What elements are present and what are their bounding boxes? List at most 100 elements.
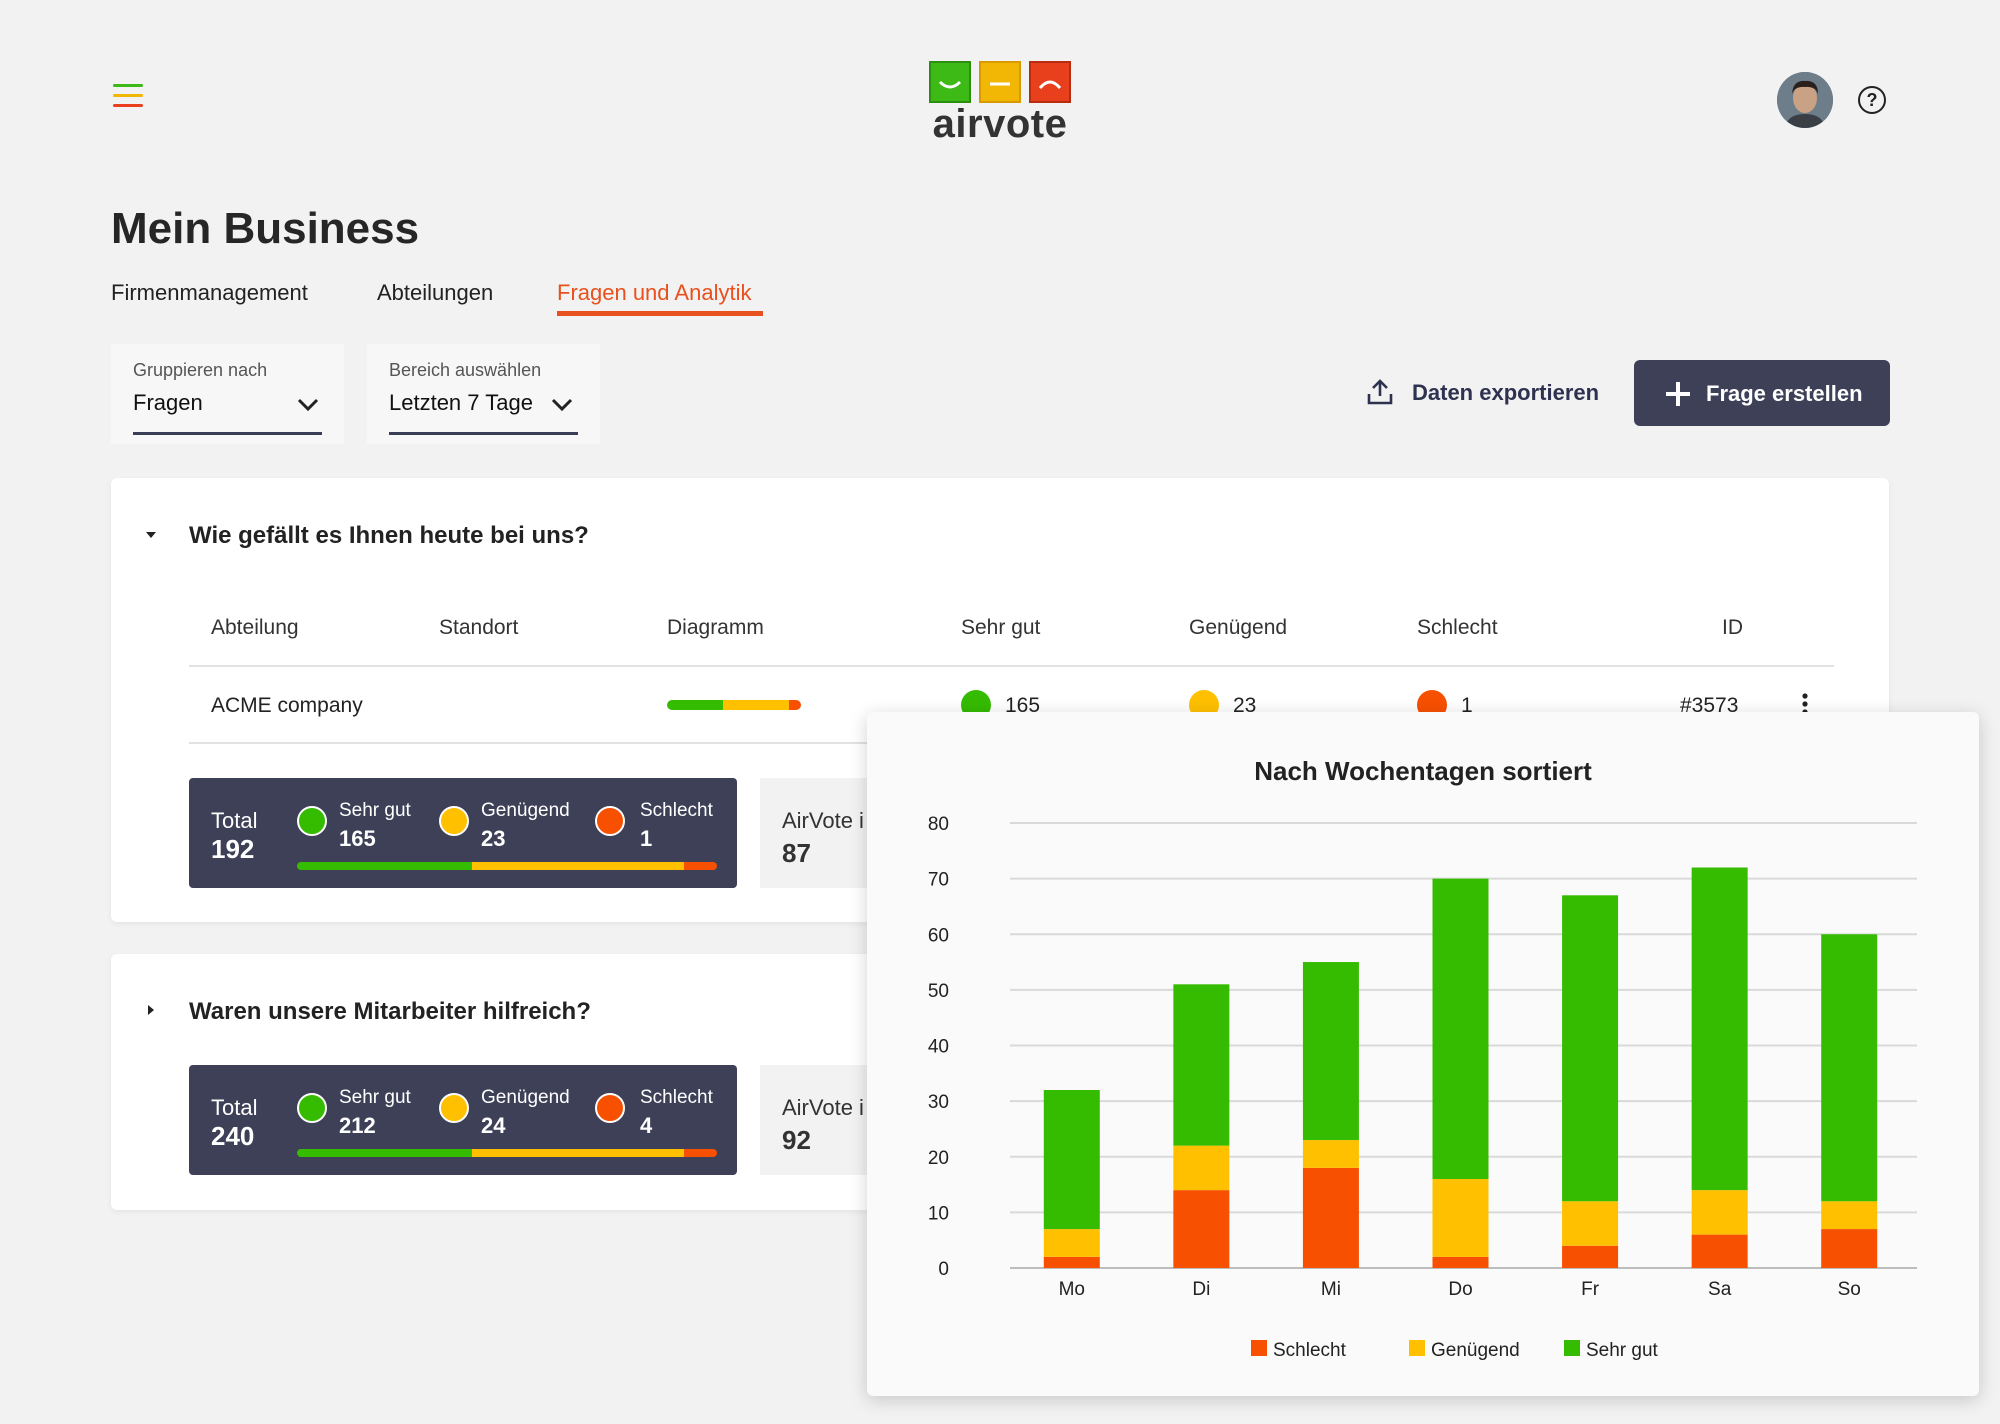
x-tick-label: Mo	[1059, 1279, 1085, 1300]
bar-segment	[1691, 1190, 1748, 1235]
active-tab-indicator	[557, 311, 763, 316]
help-icon[interactable]: ?	[1858, 86, 1886, 114]
x-tick-label: Fr	[1581, 1279, 1600, 1300]
question-title[interactable]: Waren unsere Mitarbeiter hilfreich?	[189, 998, 591, 1025]
brand-name: airvote	[932, 102, 1068, 146]
bar-segment	[1821, 934, 1878, 1202]
bar-segment	[1562, 895, 1619, 1202]
chevron-down-icon	[297, 398, 319, 412]
airvote-value: 92	[782, 1125, 811, 1155]
chart-title: Nach Wochentagen sortiert	[1254, 756, 1592, 786]
row-abteilung[interactable]: ACME company	[211, 694, 363, 717]
caret-right-icon[interactable]	[146, 1003, 156, 1017]
bar-segment	[1043, 1256, 1100, 1268]
y-tick-label: 80	[928, 814, 949, 835]
airvote-value: 87	[782, 838, 811, 868]
bar-segment	[1302, 962, 1359, 1141]
legend-label: Sehr gut	[1586, 1340, 1659, 1361]
tab-abteilungen[interactable]: Abteilungen	[377, 280, 494, 305]
group-by-label: Gruppieren nach	[133, 360, 268, 380]
good-label: Sehr gut	[339, 1087, 411, 1108]
bar-segment	[1043, 1090, 1100, 1230]
x-tick-label: Di	[1192, 1279, 1210, 1300]
logo-faces-icon	[929, 61, 1071, 103]
bad-label: Schlecht	[640, 1087, 713, 1108]
ok-value: 24	[481, 1113, 506, 1138]
y-tick-label: 20	[928, 1148, 949, 1169]
user-avatar-icon	[1777, 72, 1833, 128]
export-label: Daten exportieren	[1412, 380, 1600, 405]
bar-segment	[1432, 1256, 1489, 1268]
bar-segment	[1302, 1140, 1359, 1168]
x-tick-label: Sa	[1708, 1279, 1732, 1300]
range-value: Letzten 7 Tage	[389, 390, 533, 415]
range-select[interactable]: Bereich auswählen Letzten 7 Tage	[367, 344, 600, 444]
good-value: 212	[339, 1113, 376, 1138]
legend-label: Schlecht	[1273, 1340, 1347, 1361]
neutral-face-icon	[439, 1093, 469, 1123]
y-tick-label: 0	[938, 1259, 949, 1280]
smile-face-icon	[297, 1093, 327, 1123]
bar-segment	[1432, 878, 1489, 1179]
plus-icon	[1666, 382, 1690, 406]
bad-value: 4	[640, 1113, 653, 1138]
group-by-select[interactable]: Gruppieren nach Fragen	[111, 344, 344, 444]
question-title[interactable]: Wie gefällt es Ihnen heute bei uns?	[189, 522, 589, 549]
bar-segment	[1691, 1234, 1748, 1268]
select-underline	[133, 432, 322, 435]
tab-firmenmanagement[interactable]: Firmenmanagement	[111, 280, 308, 305]
weekday-chart-card: Nach Wochentagen sortiert 0 10 20 30 40 50 60 7…	[867, 712, 1979, 1396]
bar-segment	[1562, 1201, 1619, 1246]
col-header-id[interactable]: ID	[1722, 616, 1743, 639]
col-header-sehr-gut[interactable]: Sehr gut	[961, 616, 1041, 639]
col-header-abteilung[interactable]: Abteilung	[211, 616, 299, 639]
y-tick-label: 50	[928, 981, 949, 1002]
tab-fragen-und-analytik[interactable]: Fragen und Analytik	[557, 280, 752, 305]
bar-segment	[1562, 1245, 1619, 1268]
col-header-standort[interactable]: Standort	[439, 616, 519, 639]
group-by-value: Fragen	[133, 390, 203, 415]
airvote-index-box: AirVote i 92	[760, 1065, 870, 1175]
bar-segment	[1173, 1190, 1230, 1268]
col-header-diagramm[interactable]: Diagramm	[667, 616, 764, 639]
airvote-label: AirVote i	[782, 808, 864, 833]
total-value: 192	[211, 834, 255, 864]
summary-panel: Total 240 Sehr gut 212 Genügend 24 Schle…	[189, 1065, 737, 1175]
caret-down-icon[interactable]	[144, 530, 158, 540]
col-header-genuegend[interactable]: Genügend	[1189, 616, 1288, 639]
stacked-bar-chart: 0 10 20 30 40 50 60 70 80 Mo Di Mi Do Fr Sa So Schlecht G…	[928, 814, 1917, 1361]
bar-segment	[1821, 1201, 1878, 1230]
airvote-label: AirVote i	[782, 1095, 864, 1120]
neutral-face-icon	[439, 806, 469, 836]
legend-swatch	[1564, 1340, 1580, 1356]
avatar[interactable]	[1777, 72, 1833, 128]
legend-label: Genügend	[1431, 1340, 1520, 1361]
ok-label: Genügend	[481, 1087, 570, 1108]
select-underline	[389, 432, 578, 435]
bar-segment	[1432, 1179, 1489, 1257]
ok-value: 23	[481, 826, 506, 851]
airvote-index-box: AirVote i 87	[760, 778, 870, 888]
page-title: Mein Business	[111, 204, 420, 253]
summary-progress-bar	[297, 862, 717, 870]
airvote-logo[interactable]: airvote	[928, 60, 1072, 146]
col-header-schlecht[interactable]: Schlecht	[1417, 616, 1498, 639]
sad-face-icon	[595, 806, 625, 836]
good-value: 165	[339, 826, 376, 851]
bar-segment	[1691, 867, 1748, 1191]
create-label: Frage erstellen	[1706, 381, 1863, 406]
bad-value: 1	[640, 826, 653, 851]
create-question-button[interactable]: Frage erstellen	[1634, 360, 1890, 426]
upload-icon	[1367, 379, 1393, 405]
bar-segment	[1173, 1145, 1230, 1191]
chevron-down-icon	[551, 398, 573, 412]
bar-segment	[1043, 1229, 1100, 1257]
range-label: Bereich auswählen	[389, 360, 542, 380]
y-tick-label: 70	[928, 870, 949, 891]
summary-panel: Total 192 Sehr gut 165 Genügend 23 Schle…	[189, 778, 737, 888]
bar-segment	[1821, 1229, 1878, 1268]
bar-segment	[1302, 1167, 1359, 1268]
total-value: 240	[211, 1121, 255, 1151]
hamburger-menu-icon[interactable]	[113, 84, 143, 108]
row-id: #3573	[1680, 694, 1739, 717]
